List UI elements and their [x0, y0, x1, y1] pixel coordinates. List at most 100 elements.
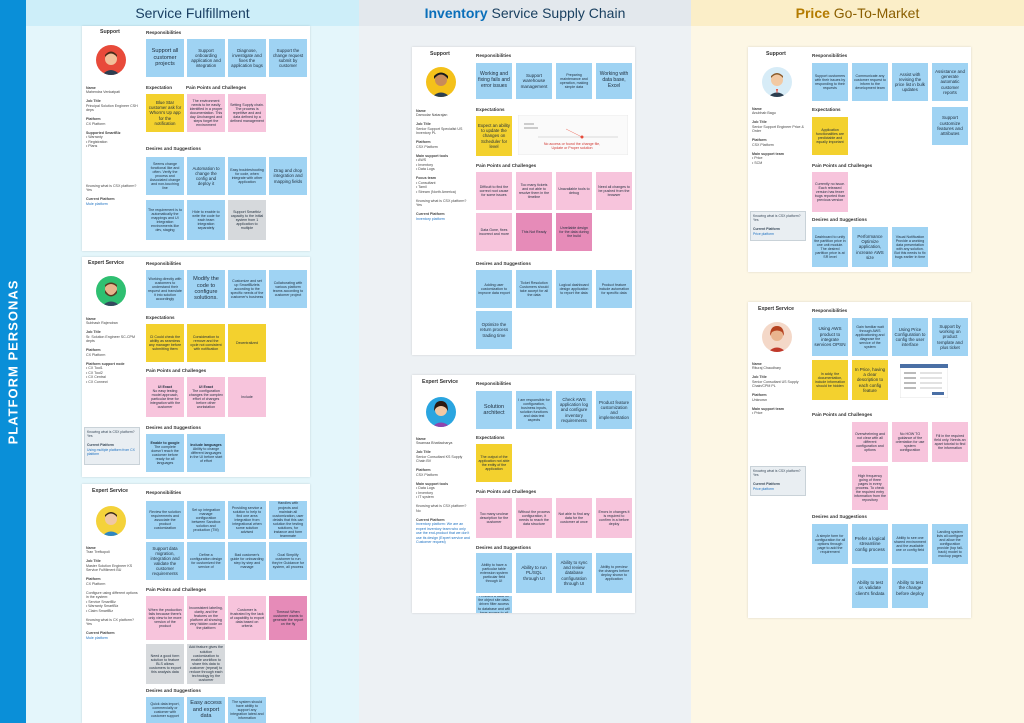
persona-platform-info: Knowing what is CSX platform? Yes Curren… — [750, 466, 806, 496]
sticky-note: UI Exact No easy testing model approach, … — [146, 377, 184, 417]
section-pain-points: Pain Points and Challenges — [146, 587, 207, 592]
section-pain-points: Pain Points and Challenges — [476, 163, 537, 168]
card-role: Support — [766, 51, 786, 57]
sticky-note: Blue Star customer ask for Whom's Up app… — [146, 94, 184, 132]
sticky-note: Drag and drop integration and mapping fi… — [269, 157, 307, 195]
sticky-note: Automation to change the config and depl… — [187, 157, 225, 195]
section-responsibilities: Responsibilities — [146, 261, 182, 266]
sticky-note: Support by working on product template a… — [932, 318, 968, 356]
sticky-note: Application functionalities are predicta… — [812, 117, 848, 155]
persona-info: Name Damodar Natarajan Job Title Senior Su… — [416, 109, 467, 221]
persona-card-expert-service-2: Expert Service Name Tran Trefkopoli Job T… — [82, 484, 310, 723]
sticky-note: Ability to see one shared environment an… — [892, 524, 928, 564]
sticky-note: Performance Optimize application, increa… — [852, 227, 888, 267]
section-expectations: Expectations — [476, 435, 505, 440]
sticky-note: Support warehouse management — [516, 63, 552, 99]
sticky-note: Adding user customization to improve dat… — [476, 270, 512, 308]
section-desires: Desires and Suggestions — [476, 261, 531, 266]
sticky-note: Easy troubleshooting for code, when inte… — [228, 157, 266, 195]
sticky-note: Data Gone, fixes incorrect and more — [476, 213, 512, 251]
sticky-note: Working directly with customers to under… — [146, 270, 184, 308]
sticky-note: Modify the code to configure solutions. — [187, 270, 225, 308]
section-desires: Desires and Suggestions — [146, 425, 201, 430]
sticky-note: Bad customer's guide for onboarding step… — [228, 542, 266, 580]
sidebar: PLATFORM PERSONAS — [0, 0, 26, 723]
sticky-note: Diagnose, investigate and fixes the appl… — [228, 39, 266, 77]
sticky-note: UI Exact The configuration changes the co… — [187, 377, 225, 417]
sticky-note: Enable to google The complete doesn't rea… — [146, 434, 184, 472]
sticky-note: Dashboard to unify the partition price i… — [812, 227, 848, 267]
section-responsibilities: Responsibilities — [146, 490, 182, 495]
section-responsibilities: Responsibilities — [476, 53, 512, 58]
sticky-note: Working and fixing fails and error issue… — [476, 63, 512, 99]
section-pain-points: Pain Points and Challenges — [476, 489, 537, 494]
sticky-note: This Not Ready — [516, 213, 552, 251]
sticky-note: No HOW TO guidance of the orientation fo… — [892, 422, 928, 462]
sticky-note: Gain familiar wait through AWS applicati… — [852, 318, 888, 356]
sticky-note: I am responsible for configuration, busi… — [516, 391, 552, 429]
sticky-note: A simple form for configuration for all … — [812, 524, 848, 564]
sticky-note: Ability to preview the changes before de… — [596, 553, 632, 593]
sticky-note: Include — [228, 377, 266, 417]
card-role: Expert Service — [88, 260, 125, 266]
sticky-note: Too many unclear description for the cus… — [476, 498, 512, 538]
persona-avatar — [426, 67, 456, 97]
sticky-note: Review the solution requirements and ass… — [146, 501, 184, 539]
card-role: Expert Service — [422, 379, 459, 385]
persona-avatar — [762, 67, 792, 97]
service-column-header: Service Fulfillment — [26, 0, 359, 26]
sticky-note: Collaborating with various platform team… — [269, 270, 307, 308]
section-desires: Desires and Suggestions — [476, 545, 531, 550]
sticky-note: Unreliable design for the data during th… — [556, 213, 592, 251]
sticky-note: Expect an ability to update the changes … — [476, 116, 512, 156]
persona-card-support-service: Support Name Mahendra Venkatpati Job Titl… — [82, 26, 310, 251]
persona-avatar — [426, 397, 456, 427]
section-desires: Desires and Suggestions — [146, 146, 201, 151]
persona-card-expert-inventory: Expert Service Name Swarnaa Bhattacharya … — [412, 375, 635, 613]
section-responsibilities: Responsibilities — [146, 30, 182, 35]
section-responsibilities: Responsibilities — [476, 381, 512, 386]
persona-info: Name Tran Trefkopoli Job Title Master Solu… — [86, 546, 138, 640]
sticky-note: Add feature gives the solution customiza… — [187, 644, 225, 684]
sticky-note: Inconsistent labeling, clarity, and the … — [187, 596, 225, 640]
persona-avatar — [96, 45, 126, 75]
persona-info: Name Rituraj Chaudhary Job Title Senior Co… — [752, 362, 799, 416]
sticky-note: Setting Supply chain. The process is rep… — [228, 94, 266, 132]
screenshot-annotation: No access or found the change file, Upda… — [543, 142, 601, 151]
section-pain-points: Pain Points and Challenges — [186, 85, 247, 90]
sticky-note: Ability to have a particular table exten… — [476, 553, 512, 593]
sticky-note: Check AWS application log and configure … — [556, 391, 592, 429]
persona-avatar — [762, 322, 792, 352]
persona-info: Name Subhash Rajendran Job Title Sr. Solut… — [86, 317, 135, 384]
sticky-note: Solution architect — [476, 391, 512, 429]
sticky-note: Not able to find any data for the custom… — [556, 498, 592, 538]
sticky-note: Provides a data for the object site data… — [476, 596, 512, 613]
sticky-note: Support onboarding application and integ… — [187, 39, 225, 77]
sticky-note: Support the change request submit by cus… — [269, 39, 307, 77]
sticky-note: Need a good form solution to feature BLS… — [146, 644, 184, 684]
section-expectations: Expectations — [812, 107, 841, 112]
sticky-note: The requirement is to automatically the … — [146, 200, 184, 240]
sticky-note: Too many tickets and not able to resolve… — [516, 172, 552, 210]
sticky-note: Currently no issue. Each released versio… — [812, 172, 848, 212]
sticky-note: CI Could check the ability as seamless a… — [146, 324, 184, 362]
section-pain-points: Pain Points and Challenges — [812, 412, 873, 417]
section-responsibilities: Responsibilities — [812, 308, 848, 313]
sticky-note: Logical dashboard design application to … — [556, 270, 592, 308]
sticky-note: In addy, the documentation, include info… — [812, 360, 848, 400]
sticky-note: Using Price Configuration to config the … — [892, 318, 928, 356]
sticky-note: Fill in the required field only. Needs a… — [932, 422, 968, 462]
section-expectations: Expectations — [146, 315, 175, 320]
sticky-note: Set up integration manage configuration … — [187, 501, 225, 539]
sticky-note: Customer is frustrated by the lack of ca… — [228, 596, 266, 640]
price-column-header: Price Go-To-Market — [691, 0, 1024, 26]
sticky-note: Support data migration, integration and … — [146, 542, 184, 580]
card-role: Expert Service — [92, 488, 129, 494]
section-responsibilities: Responsibilities — [812, 53, 848, 58]
sticky-note: Assist with revising the price list in b… — [892, 63, 928, 101]
sticky-note: In Price, having a clear description to … — [852, 360, 888, 400]
persona-platform-info: Knowing what is CSX platform? Yes Curren… — [84, 427, 140, 465]
sticky-note: Unavailable tools to debug — [556, 172, 592, 210]
sticky-note: Support Smartbiz capacity to the initial… — [228, 200, 266, 240]
persona-info: Name Anubhab Bagu Job Title Senior Support… — [752, 107, 804, 165]
